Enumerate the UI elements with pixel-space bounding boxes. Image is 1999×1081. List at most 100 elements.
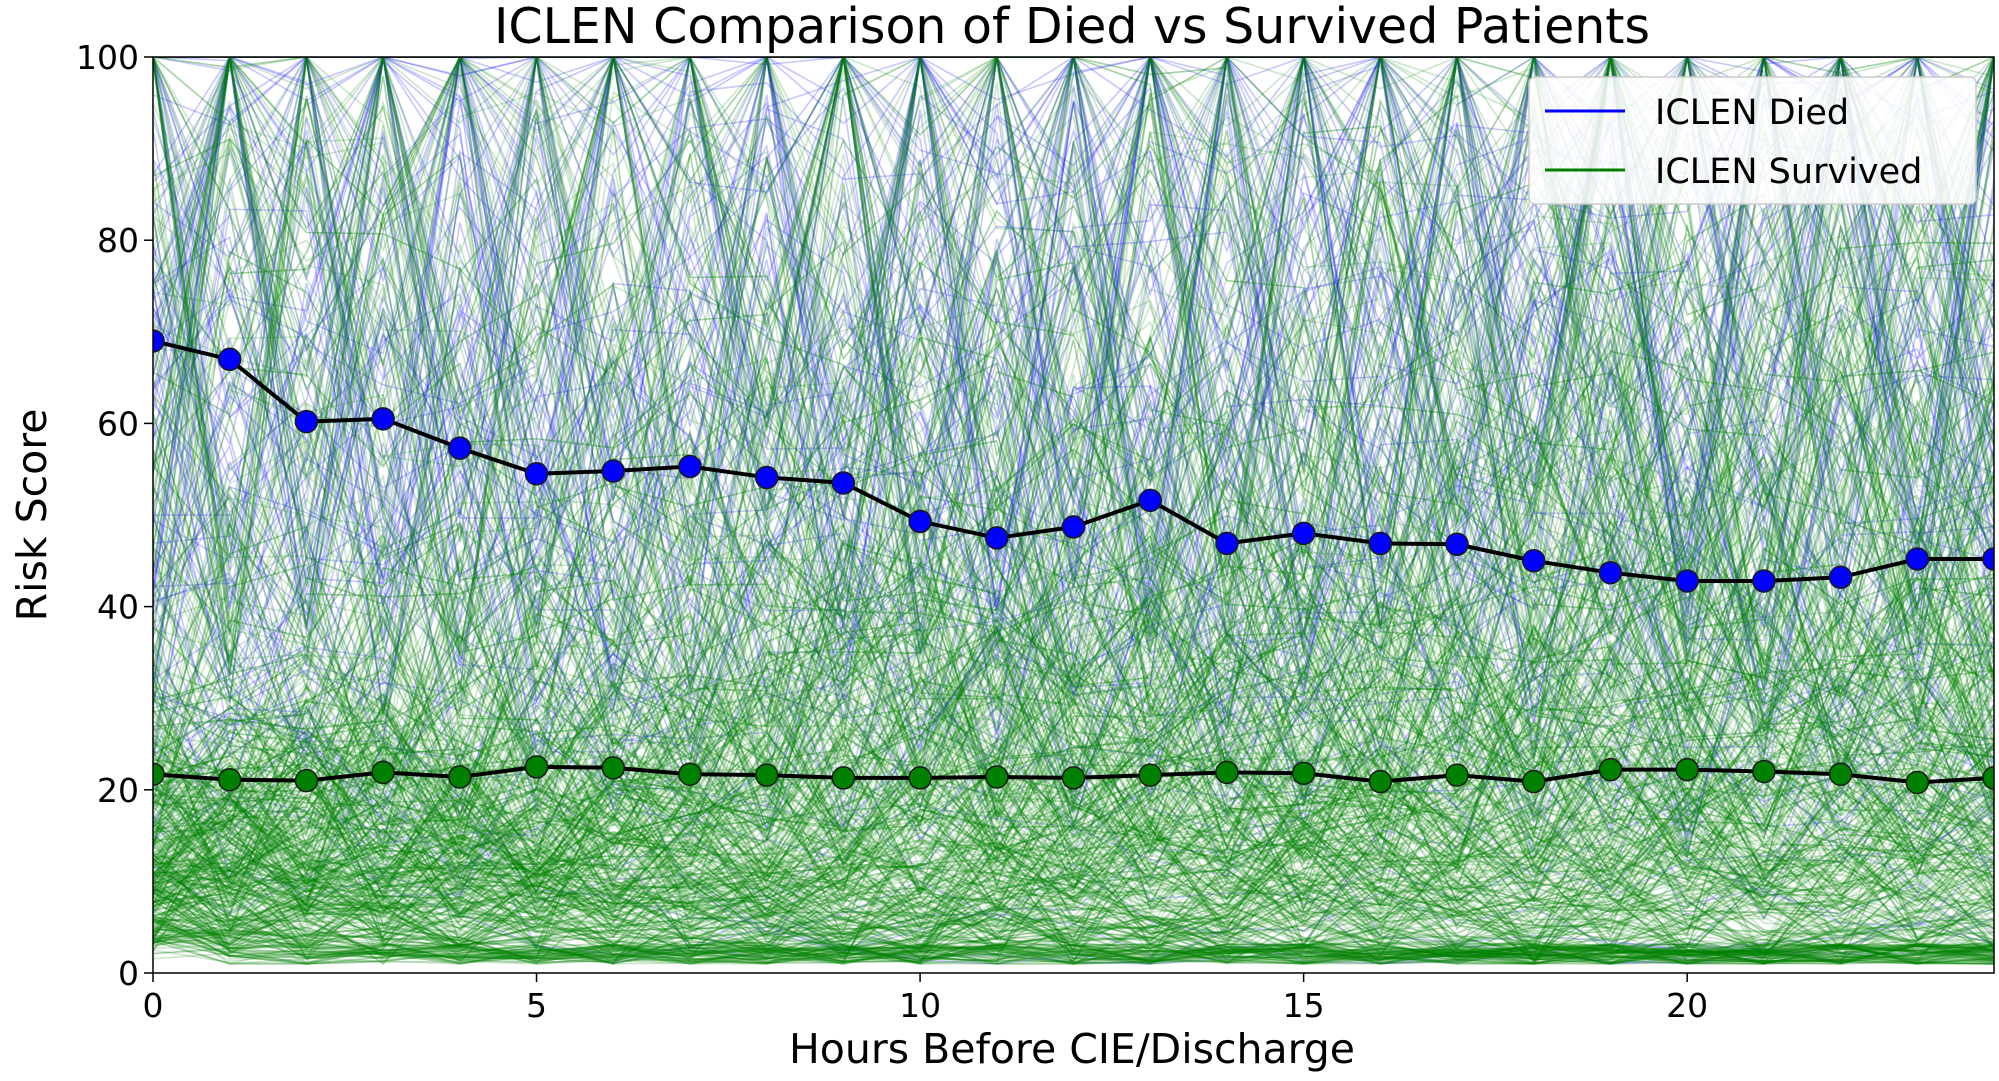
patient-trajectory <box>153 836 1994 965</box>
patient-trajectory <box>153 167 1994 793</box>
patient-trajectory <box>153 610 1994 928</box>
patient-trajectory <box>153 736 1994 955</box>
patient-trajectory <box>153 494 1994 900</box>
patient-trajectory <box>153 57 1994 745</box>
patient-trajectory <box>153 57 1994 594</box>
mean-point-died <box>1215 531 1239 556</box>
patient-trajectory <box>153 604 1994 949</box>
patient-trajectory <box>153 664 1994 964</box>
patient-trajectory <box>153 57 1994 574</box>
patient-trajectory <box>153 167 1994 793</box>
patient-trajectory <box>153 684 1994 963</box>
patient-trajectory <box>153 57 1994 567</box>
patient-trajectory <box>153 485 1994 859</box>
patient-trajectory <box>153 474 1994 895</box>
x-axis: 0 5 10 15 20 <box>143 973 1708 1025</box>
patient-trajectory <box>153 57 1994 715</box>
patient-trajectory <box>153 701 1994 948</box>
patient-trajectory <box>153 553 1994 965</box>
patient-trajectory <box>153 793 1994 965</box>
patient-trajectory <box>153 881 1994 965</box>
patient-trajectory <box>153 631 1994 964</box>
patient-trajectory <box>153 247 1994 841</box>
patient-trajectory <box>153 57 1994 746</box>
patient-trajectory <box>153 790 1994 964</box>
patient-trajectory <box>153 517 1994 964</box>
patient-trajectory <box>153 734 1994 962</box>
patient-trajectory <box>153 546 1994 871</box>
patient-trajectory <box>153 689 1994 965</box>
patient-trajectory <box>153 57 1994 607</box>
patient-trajectory <box>153 57 1994 725</box>
patient-trajectory <box>153 652 1994 945</box>
patient-trajectory <box>153 575 1994 962</box>
patient-trajectory <box>153 694 1994 964</box>
patient-trajectory <box>153 668 1994 942</box>
patient-trajectory <box>153 759 1994 931</box>
patient-trajectory <box>153 437 1994 845</box>
patient-trajectory <box>153 57 1994 657</box>
mean-point-died <box>448 436 472 460</box>
patient-trajectory <box>153 580 1994 950</box>
patient-trajectory <box>153 683 1994 961</box>
mean-point-died <box>1138 488 1162 513</box>
patient-trajectory <box>153 202 1994 725</box>
patient-trajectory <box>153 824 1994 965</box>
mean-point-survived <box>1675 757 1699 782</box>
x-tick-label: 20 <box>1666 986 1708 1025</box>
patient-trajectory <box>153 759 1994 931</box>
mean-point-died <box>294 409 319 434</box>
mean-point-died <box>1982 547 1994 571</box>
patient-trajectory <box>153 57 1994 679</box>
patient-trajectory <box>153 57 1994 650</box>
patient-trajectory <box>153 464 1994 929</box>
patient-trajectory <box>153 57 1994 714</box>
patient-trajectory <box>153 85 1994 756</box>
patient-trajectory <box>153 57 1994 628</box>
x-tick-label: 10 <box>899 986 941 1025</box>
patient-trajectory <box>153 782 1994 942</box>
patient-trajectory <box>153 681 1994 965</box>
patient-trajectory <box>153 780 1994 965</box>
patient-trajectory <box>153 188 1994 882</box>
patient-trajectory <box>153 57 1994 759</box>
patient-trajectory <box>153 57 1994 639</box>
patient-trajectory <box>153 694 1994 965</box>
patient-trajectory <box>153 473 1994 962</box>
patient-trajectory <box>153 57 1994 588</box>
patient-trajectory <box>153 224 1994 879</box>
patient-trajectory <box>153 769 1994 963</box>
mean-point-survived <box>153 762 165 786</box>
patient-trajectory <box>153 732 1994 961</box>
patient-trajectory <box>153 787 1994 957</box>
patient-trajectory <box>153 553 1994 930</box>
patient-trajectory <box>153 523 1994 959</box>
patient-trajectory <box>153 637 1994 936</box>
patient-trajectory <box>153 593 1994 949</box>
patient-trajectory <box>153 57 1994 752</box>
patient-trajectory <box>153 613 1994 955</box>
patient-trajectory <box>153 607 1994 965</box>
patient-trajectory <box>153 520 1994 959</box>
patient-trajectory <box>153 57 1994 768</box>
patient-trajectory <box>153 614 1994 911</box>
mean-point-survived <box>1522 769 1546 794</box>
patient-trajectory <box>153 57 1994 614</box>
patient-trajectory <box>153 455 1994 846</box>
mean-lines <box>153 329 1994 795</box>
x-tick-label: 15 <box>1283 986 1325 1025</box>
patient-trajectory <box>153 57 1994 662</box>
patient-trajectory <box>153 783 1994 963</box>
patient-trajectory <box>153 833 1994 965</box>
patient-trajectory <box>153 438 1994 834</box>
mean-point-died <box>1905 547 1930 571</box>
patient-trajectory <box>153 621 1994 923</box>
patient-trajectory <box>153 604 1994 949</box>
patient-trajectory <box>153 657 1994 960</box>
patient-trajectory <box>153 600 1994 906</box>
mean-point-died <box>1752 569 1776 593</box>
patient-trajectory <box>153 642 1994 962</box>
patient-trajectory <box>153 749 1994 954</box>
mean-point-died <box>1522 549 1546 573</box>
patient-trajectory <box>153 57 1994 879</box>
